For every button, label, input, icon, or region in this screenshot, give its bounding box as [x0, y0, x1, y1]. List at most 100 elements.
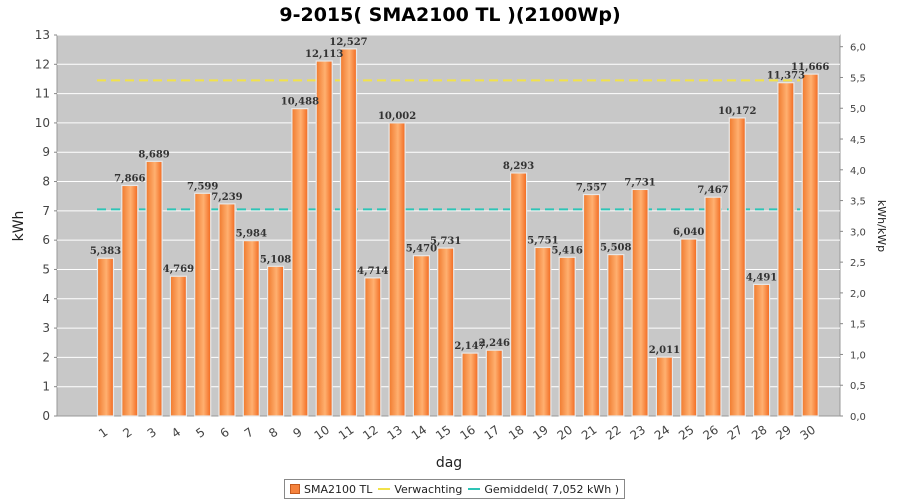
bar-value-label: 10,002: [378, 111, 416, 122]
x-tick-label: 30: [798, 423, 819, 443]
bar-value-label: 11,666: [791, 62, 829, 73]
legend-average-swatch: [468, 488, 481, 490]
bar: [777, 82, 795, 417]
y-tick-label: 5: [42, 262, 50, 276]
bar: [388, 122, 406, 417]
legend-item-average: Gemiddeld( 7,052 kWh ): [468, 483, 619, 496]
bar: [510, 172, 528, 417]
x-tick-label: 1: [96, 425, 110, 441]
legend-average-label: Gemiddeld( 7,052 kWh ): [484, 482, 620, 496]
bar: [582, 193, 601, 417]
bar-value-label: 5,108: [260, 254, 291, 265]
bar: [461, 352, 479, 417]
bar: [704, 196, 722, 417]
bar-value-label: 7,731: [624, 177, 655, 188]
bars: [96, 48, 819, 417]
x-tick-label: 4: [169, 425, 183, 441]
y-tick-label: 1: [42, 380, 50, 394]
y2-tick-label: 1,0: [850, 350, 866, 361]
bar: [680, 238, 698, 417]
bar-value-label: 8,689: [138, 149, 169, 160]
y2-tick-label: 1,5: [850, 320, 866, 331]
x-tick-label: 24: [652, 423, 673, 443]
y2-tick-label: 3,0: [850, 227, 866, 238]
bar-value-label: 10,488: [281, 97, 319, 108]
x-tick-label: 8: [266, 425, 280, 441]
x-tick-label: 6: [218, 425, 232, 441]
y2-tick-label: 3,5: [850, 197, 866, 208]
bar-value-label: 4,491: [746, 272, 777, 283]
bar-value-label: 5,508: [600, 243, 631, 254]
bar-value-label: 4,769: [163, 264, 194, 275]
x-tick-label: 11: [336, 423, 357, 443]
x-tick-label: 16: [457, 423, 478, 443]
bar-value-label: 12,527: [329, 37, 367, 48]
bar-value-label: 7,239: [211, 192, 242, 203]
y-tick-label: 0: [42, 409, 50, 423]
x-tick-label: 28: [749, 423, 770, 443]
bar-value-label: 7,599: [187, 181, 218, 192]
y2-tick-label: 5,0: [850, 104, 866, 115]
bar: [169, 275, 187, 417]
bar: [194, 192, 212, 417]
legend-bar-swatch: [290, 484, 300, 494]
y-tick-label: 13: [35, 28, 50, 42]
bar: [631, 188, 649, 417]
y2-tick-label: 2,5: [850, 258, 866, 269]
bar-value-label: 5,751: [527, 235, 558, 246]
bar: [267, 265, 285, 417]
y2-tick-label: 0,5: [850, 381, 866, 392]
bar: [145, 160, 163, 417]
bar-value-label: 2,246: [479, 338, 510, 349]
bar-value-label: 6,040: [673, 227, 704, 238]
x-tick-label: 7: [242, 425, 256, 441]
x-tick-label: 22: [603, 423, 624, 443]
x-tick-label: 29: [773, 423, 794, 443]
x-tick-label: 26: [700, 423, 721, 443]
x-tick-label: 15: [433, 423, 454, 443]
bar: [485, 349, 503, 417]
bar-value-label: 7,557: [576, 183, 607, 194]
x-tick-label: 20: [555, 423, 576, 443]
bar-value-label: 11,373: [767, 71, 805, 82]
y-tick-label: 3: [42, 321, 50, 335]
bar-value-label: 2,011: [649, 345, 680, 356]
bar-value-label: 5,383: [90, 246, 121, 257]
x-tick-label: 21: [579, 423, 600, 443]
y2-tick-label: 5,5: [850, 73, 866, 84]
bar: [315, 60, 333, 417]
y2-tick-label: 2,0: [850, 289, 866, 300]
bar-value-label: 2,147: [454, 341, 485, 352]
y2-tick-label: 0,0: [850, 412, 866, 423]
y-tick-label: 8: [42, 175, 50, 189]
x-tick-label: 13: [385, 423, 406, 443]
bar: [437, 247, 455, 417]
y-tick-label: 12: [35, 57, 50, 71]
x-axis-ticks: 1 2 3 4 5 6 7 8 9 10 11 12 13 14 15 16 17 18 19 20 21 22 23 24 2…: [96, 423, 818, 443]
y2-axis-ticks: 0,0 0,5 1,0 1,5 2,0 2,5 3,0 3,5 4,0 4,5 5,0 5,5 6,0: [840, 43, 866, 423]
y2-tick-label: 4,0: [850, 166, 866, 177]
y-tick-label: 6: [42, 233, 50, 247]
x-tick-label: 2: [120, 425, 134, 441]
bar: [728, 117, 746, 417]
x-axis-title: dag: [436, 455, 462, 471]
x-tick-label: 3: [145, 425, 159, 441]
x-tick-label: 12: [360, 423, 381, 443]
x-tick-label: 25: [676, 423, 697, 443]
legend: SMA2100 TL Verwachting Gemiddeld( 7,052 …: [284, 479, 626, 499]
bar: [121, 184, 139, 417]
y-tick-label: 10: [35, 116, 50, 130]
bar-value-label: 4,714: [357, 266, 388, 277]
bar: [801, 73, 819, 417]
bar: [339, 48, 358, 417]
x-tick-label: 18: [506, 423, 527, 443]
bar-value-label: 5,984: [236, 229, 267, 240]
bar-value-label: 5,731: [430, 236, 461, 247]
bar: [534, 246, 552, 417]
x-tick-label: 19: [530, 423, 551, 443]
x-tick-label: 17: [482, 423, 503, 443]
y-tick-label: 4: [42, 292, 50, 306]
x-tick-label: 23: [628, 423, 649, 443]
